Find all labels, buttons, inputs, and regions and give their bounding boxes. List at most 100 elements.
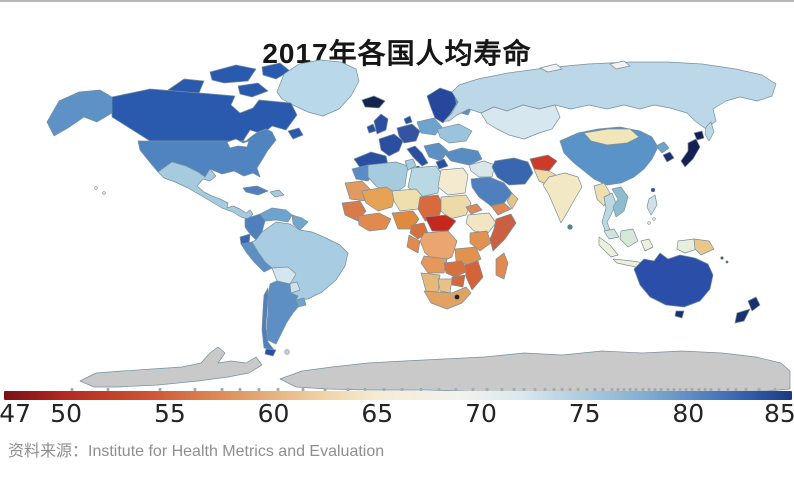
region-congo-gabon [406,234,421,254]
colorbar-gradient [4,391,792,400]
region-canada-arctic [209,64,257,84]
colorbar-tick-label: 60 [257,399,290,428]
region-philippines [646,194,658,216]
region-sakhalin [704,121,715,142]
region-cuba [242,185,269,196]
region-zimbabwe [451,274,466,288]
colorbar-tick-label: 50 [50,399,83,428]
region-guyanas [291,214,309,231]
world-choropleth-map [46,59,791,393]
region-kazakhstan-central-asia [480,104,561,140]
region-south-korea [662,151,675,163]
region-iraq-syria [468,160,496,178]
region-tierra-del-fuego [264,348,277,357]
region-botswana [437,278,453,294]
region-sudan [440,194,472,220]
region-west-new-guinea [676,238,698,254]
region-sumatra [598,236,619,258]
region-philippines-island [652,217,656,221]
region-hispaniola [269,189,285,198]
region-iceland [361,95,386,109]
region-turkey [443,147,483,166]
region-madagascar [495,252,509,280]
region-tasmania [674,310,685,319]
region-north-korea [655,141,670,154]
region-solomon [725,260,729,264]
colorbar-tick-label: 47 [0,399,32,428]
region-antarctica-west [79,346,263,388]
source-attribution: 资料来源：Institute for Health Metrics and Ev… [8,443,385,460]
region-ethiopia [465,212,497,234]
colorbar-ticks: 47 50 55 60 65 70 75 80 85 [0,399,794,428]
region-alaska [46,89,113,137]
region-taiwan [650,187,656,193]
region-new-zealand-north [747,296,761,312]
region-canada-arctic [237,82,269,98]
region-west-africa-coast [357,212,392,232]
region-argentina [266,280,299,345]
region-papua-new-guinea [693,238,715,256]
region-somalia [489,213,517,252]
region-kenya [469,230,492,252]
region-svalbard [539,63,563,73]
colorbar-rug [4,383,792,391]
region-japan-hokkaido [693,130,705,141]
region-ireland [366,123,377,134]
region-ukraine [436,123,473,144]
region-philippines-island [647,221,651,225]
region-mali [361,186,397,212]
region-egypt [437,167,469,196]
region-new-zealand-south [734,308,751,324]
region-vietnam-laos [611,186,629,218]
region-yemen [490,202,512,216]
region-australia [633,252,714,308]
region-mozambique [464,260,484,291]
colorbar-tick-label: 65 [361,399,394,428]
region-angola [420,255,448,274]
region-india [542,172,583,224]
region-bolivia [271,266,297,285]
colorbar-tick-label: 55 [153,399,186,428]
region-iran [491,157,534,186]
region-greenland [276,59,360,117]
region-mexico-central-america [157,161,254,220]
region-scandinavia [426,87,459,124]
region-hawaii [94,186,98,190]
region-namibia [420,272,441,294]
region-south-africa [423,286,472,310]
colorbar-tick-label: 70 [465,399,497,428]
region-central-europe [396,123,421,144]
region-borneo [619,228,639,248]
region-venezuela [259,207,293,223]
region-sulawesi [640,238,654,252]
region-central-african-republic [424,214,457,232]
region-brazil [251,221,349,301]
region-arctic-island [609,60,631,70]
region-nigeria [391,210,420,230]
region-falklands [284,349,290,355]
region-china [559,126,659,186]
colorbar-tick-label: 75 [568,399,601,428]
region-newfoundland [287,127,304,140]
great-lakes [226,138,250,149]
top-border-line [0,0,794,2]
region-tunisia [404,158,417,171]
region-sri-lanka [567,224,573,230]
region-greece [435,158,449,170]
region-thailand [601,192,617,234]
region-lesotho [454,294,460,300]
region-malaysia [603,228,620,240]
region-afghanistan [529,154,558,172]
region-eritrea [465,203,483,215]
region-mongolia [583,128,640,146]
region-canada-arctic [261,62,291,80]
colorbar-tick-label: 80 [672,399,705,428]
region-japan [680,138,701,168]
region-zambia [443,260,469,278]
region-solomon [720,256,724,260]
region-hawaii [102,191,106,195]
region-france [378,133,404,157]
colorbar-tick-label: 85 [764,399,794,428]
region-uk [373,113,389,135]
